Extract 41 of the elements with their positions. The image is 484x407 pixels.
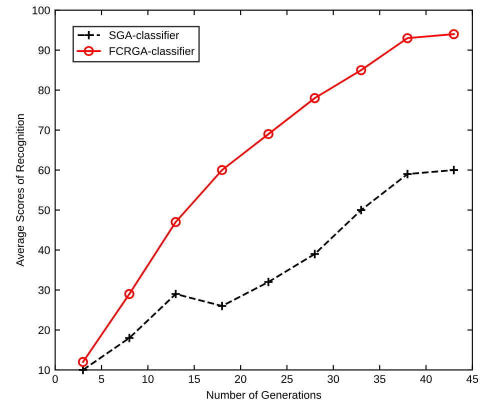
point <box>216 165 228 176</box>
x-tick-label: 40 <box>420 375 432 383</box>
point <box>448 29 459 40</box>
point <box>216 300 228 312</box>
y-tick-label: 70 <box>38 126 50 134</box>
y-axis-title: Average Scores of Recognition <box>16 114 26 267</box>
x-tick-label: 30 <box>328 375 340 383</box>
y-tick-label: 10 <box>38 366 50 374</box>
y-tick-label: 90 <box>38 46 50 54</box>
x-axis-title: Number of Generations <box>206 390 322 399</box>
x-tick-label: 25 <box>281 375 293 383</box>
point <box>263 276 274 288</box>
y-tick-label: 60 <box>38 166 50 174</box>
point <box>310 248 320 260</box>
y-tick-label: 20 <box>38 326 50 334</box>
x-tick-label: 0 <box>52 375 58 383</box>
point <box>310 93 320 104</box>
x-tick-label: 20 <box>234 375 246 383</box>
legend-label: FCRGA-classifier <box>110 46 194 56</box>
x-tick-label: 35 <box>374 375 386 383</box>
point <box>170 216 181 228</box>
point <box>170 288 181 300</box>
point <box>356 204 366 216</box>
point <box>78 356 88 368</box>
x-tick-label: 5 <box>98 375 104 383</box>
point <box>402 169 413 180</box>
x-tick-label: 15 <box>188 375 200 383</box>
y-tick-label: 50 <box>38 206 50 214</box>
legend-label: SGA-classifier <box>109 30 179 40</box>
x-tick-label: 10 <box>142 375 154 383</box>
point <box>356 65 366 76</box>
point <box>402 33 413 44</box>
y-tick-label: 80 <box>38 86 50 94</box>
point <box>124 332 134 344</box>
y-tick-label: 40 <box>38 246 50 254</box>
point <box>263 129 274 140</box>
y-tick-label: 100 <box>32 6 50 14</box>
point <box>124 288 134 300</box>
y-tick-label: 30 <box>38 286 50 294</box>
point <box>448 165 459 176</box>
x-tick-label: 45 <box>466 375 478 383</box>
